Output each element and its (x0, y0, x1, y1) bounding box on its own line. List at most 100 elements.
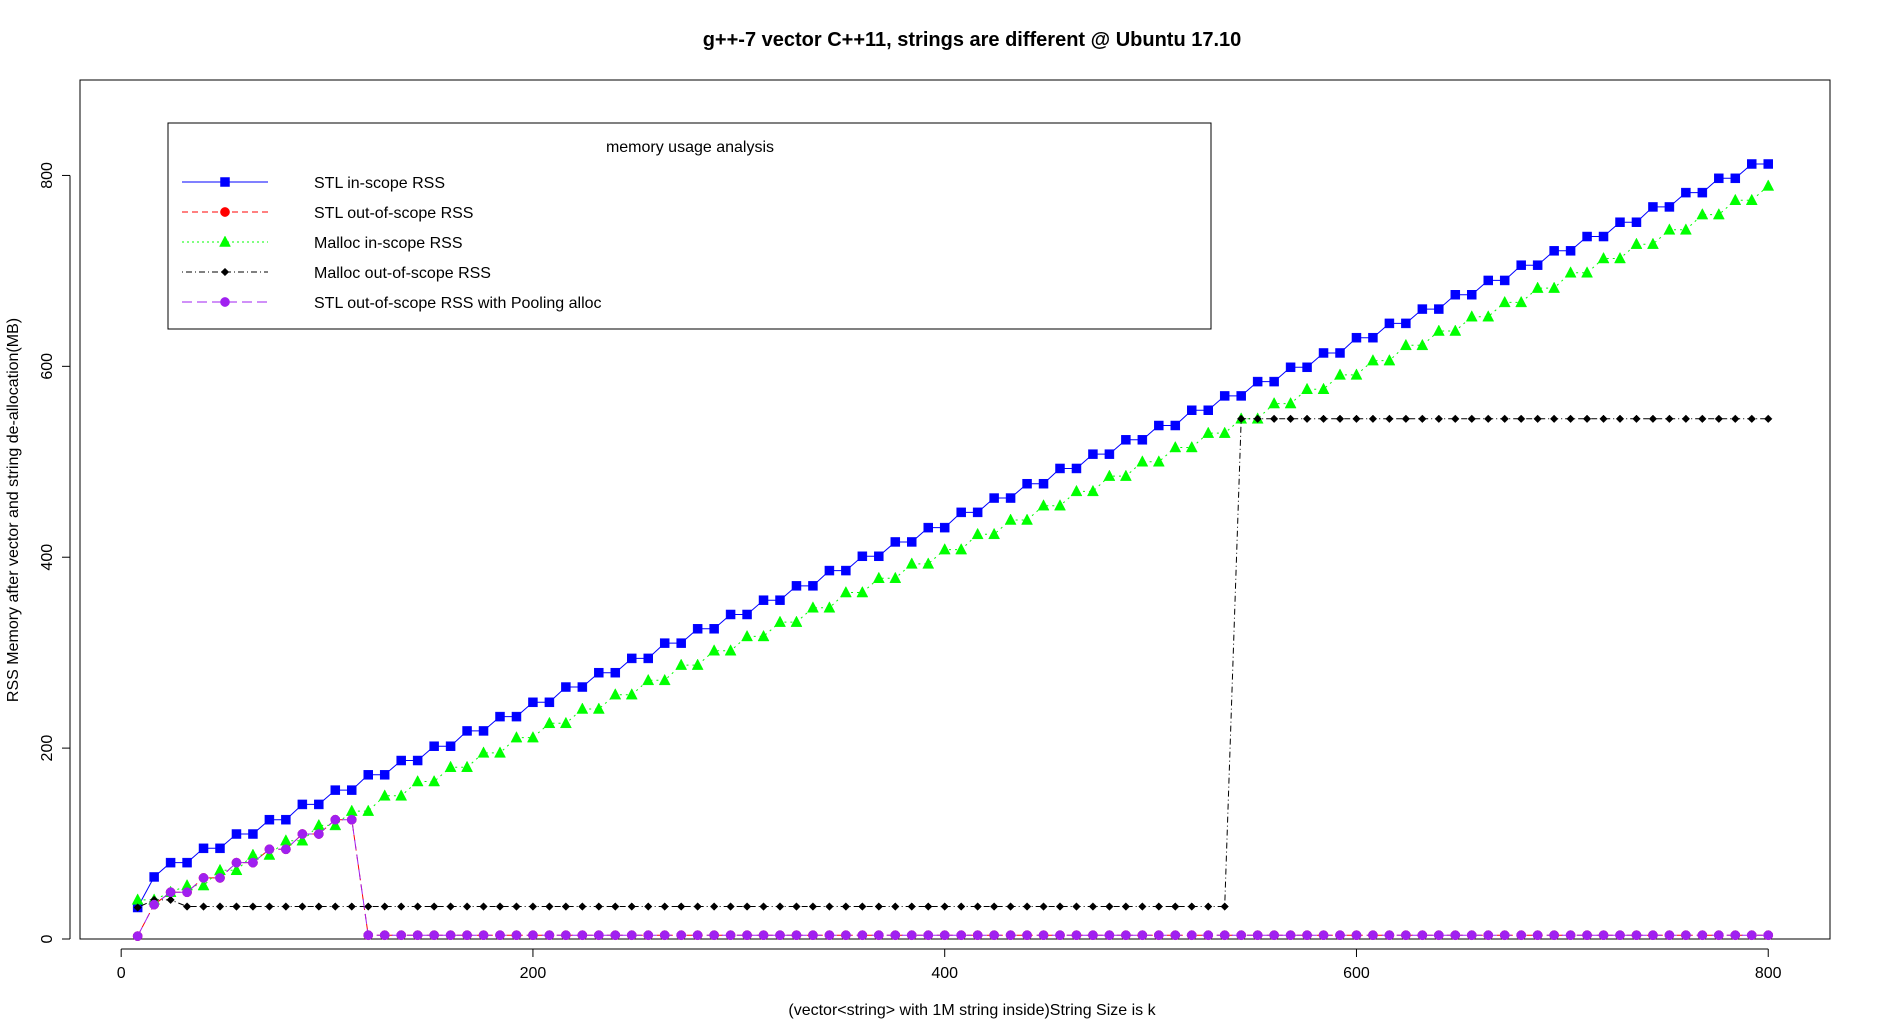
data-point (1137, 930, 1148, 941)
data-point (938, 543, 951, 555)
data-point (149, 872, 159, 882)
data-point (1284, 397, 1297, 409)
data-point (1516, 930, 1527, 941)
data-point (709, 930, 719, 941)
data-point (1434, 414, 1443, 423)
data-point (380, 902, 389, 911)
data-point (741, 629, 753, 642)
x-tick-label: 400 (931, 965, 958, 982)
data-point (1203, 930, 1214, 941)
data-point (347, 785, 357, 795)
data-point (1005, 930, 1016, 941)
data-point (215, 902, 225, 911)
data-point (677, 902, 686, 911)
data-point (643, 930, 654, 941)
data-point (429, 930, 439, 941)
data-point (1104, 930, 1115, 941)
data-point (1399, 338, 1412, 351)
data-point (874, 902, 883, 911)
data-point (1401, 414, 1411, 423)
data-point (1681, 187, 1691, 198)
data-point (577, 930, 588, 941)
data-point (989, 930, 999, 941)
data-point (1153, 930, 1164, 941)
data-point (1630, 237, 1643, 249)
data-point (264, 814, 275, 825)
data-point (1170, 420, 1181, 431)
data-point (1582, 414, 1592, 423)
data-point (165, 887, 176, 898)
legend-entry: Malloc out-of-scope RSS (182, 265, 491, 282)
data-point (907, 902, 916, 911)
data-point (1762, 179, 1775, 191)
data-point (312, 818, 325, 831)
data-point (1665, 414, 1674, 423)
data-point (346, 814, 357, 825)
data-point (1648, 202, 1658, 212)
data-point (494, 746, 506, 758)
chart-title: g++-7 vector C++11, strings are differen… (703, 29, 1242, 51)
data-point (230, 863, 243, 876)
data-point (331, 902, 340, 911)
data-point (1301, 382, 1313, 394)
data-point (149, 899, 159, 910)
data-point (1252, 376, 1263, 387)
data-point (972, 930, 983, 941)
data-point (923, 522, 933, 533)
data-point (808, 902, 818, 911)
data-point (1055, 902, 1065, 911)
data-point (1532, 930, 1543, 941)
data-point (907, 537, 917, 547)
data-point (543, 716, 556, 729)
data-point (1714, 173, 1724, 184)
data-point (691, 658, 704, 670)
data-point (759, 902, 768, 911)
data-point (709, 624, 719, 634)
legend-marker (219, 235, 231, 247)
data-point (429, 902, 439, 911)
data-point (791, 930, 802, 941)
data-point (198, 873, 209, 883)
data-point (1071, 930, 1082, 941)
y-axis-label: RSS Memory after vector and string de-al… (5, 318, 22, 702)
data-point (1335, 930, 1345, 941)
data-point (1482, 310, 1495, 322)
data-point (1105, 902, 1114, 911)
data-point (1185, 440, 1198, 453)
data-point (412, 755, 423, 766)
data-point (297, 799, 308, 810)
data-point (1582, 930, 1592, 941)
data-point (1764, 414, 1773, 423)
data-point (956, 507, 966, 518)
data-point (626, 930, 637, 941)
data-point (693, 902, 702, 911)
data-point (808, 581, 818, 591)
data-point (1317, 382, 1330, 394)
data-point (823, 601, 836, 613)
series-line (137, 163, 1769, 908)
data-point (1368, 332, 1378, 343)
data-point (462, 902, 472, 911)
data-point (1187, 902, 1196, 911)
y-tick-label: 400 (39, 544, 56, 571)
data-point (889, 571, 902, 583)
data-point (742, 930, 752, 941)
data-point (446, 902, 455, 911)
data-point (364, 902, 373, 911)
data-point (973, 902, 982, 911)
data-point (279, 834, 292, 846)
data-point (462, 726, 472, 736)
series-line (137, 185, 1769, 901)
data-point (1631, 217, 1642, 227)
data-point (479, 902, 488, 911)
data-point (444, 760, 457, 772)
data-point (774, 615, 786, 627)
data-point (248, 902, 258, 911)
data-point (1549, 414, 1559, 423)
data-point (1350, 368, 1363, 380)
data-point (971, 527, 984, 540)
data-point (1515, 295, 1528, 308)
data-point (1054, 499, 1066, 511)
data-point (1088, 902, 1098, 911)
data-point (561, 902, 571, 911)
